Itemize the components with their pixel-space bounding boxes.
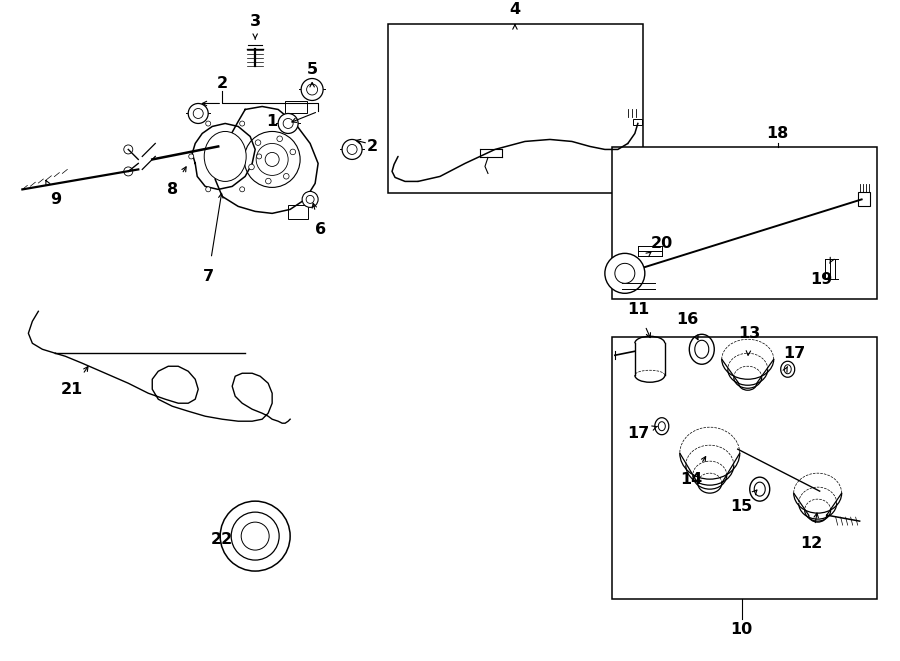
Bar: [612, 337, 877, 599]
Bar: [858, 192, 869, 206]
Text: 19: 19: [811, 272, 832, 287]
Text: 17: 17: [784, 346, 806, 361]
Text: 16: 16: [677, 312, 699, 327]
Text: 2: 2: [217, 76, 228, 91]
Text: 14: 14: [680, 472, 703, 486]
Text: 15: 15: [731, 498, 753, 514]
Text: 7: 7: [202, 269, 214, 284]
Circle shape: [290, 149, 295, 155]
Circle shape: [307, 84, 318, 95]
Bar: [612, 147, 877, 299]
Text: 21: 21: [61, 382, 84, 397]
Circle shape: [244, 132, 300, 188]
Circle shape: [284, 173, 289, 179]
Circle shape: [124, 145, 133, 154]
Text: 13: 13: [739, 326, 760, 341]
Circle shape: [206, 187, 211, 192]
Text: 11: 11: [626, 302, 649, 317]
Circle shape: [278, 114, 298, 134]
Circle shape: [277, 136, 283, 141]
Text: 10: 10: [731, 621, 753, 637]
Circle shape: [188, 104, 208, 124]
Text: 1: 1: [266, 114, 278, 129]
Text: 12: 12: [801, 535, 823, 551]
Circle shape: [256, 143, 288, 175]
Circle shape: [256, 139, 261, 145]
Text: 5: 5: [307, 62, 318, 77]
Circle shape: [302, 79, 323, 100]
Circle shape: [194, 108, 203, 118]
Text: 3: 3: [249, 14, 261, 29]
Circle shape: [124, 167, 133, 176]
Circle shape: [231, 512, 279, 560]
Circle shape: [266, 153, 279, 167]
Circle shape: [306, 196, 314, 204]
Circle shape: [302, 192, 318, 208]
Bar: [633, 120, 642, 126]
Text: 2: 2: [366, 139, 378, 154]
Circle shape: [266, 178, 271, 184]
Circle shape: [206, 121, 211, 126]
Bar: [388, 24, 643, 194]
Circle shape: [241, 522, 269, 550]
Circle shape: [189, 154, 194, 159]
Bar: [288, 206, 308, 219]
Ellipse shape: [204, 132, 247, 181]
Text: 4: 4: [509, 2, 520, 17]
Circle shape: [220, 501, 290, 571]
Text: 6: 6: [314, 222, 326, 237]
Circle shape: [284, 118, 293, 128]
Circle shape: [248, 164, 255, 170]
Circle shape: [239, 187, 245, 192]
Bar: [285, 102, 307, 114]
Text: 8: 8: [166, 182, 178, 197]
Circle shape: [239, 121, 245, 126]
Circle shape: [605, 253, 644, 293]
Circle shape: [615, 263, 634, 284]
Circle shape: [342, 139, 362, 159]
Text: 17: 17: [626, 426, 649, 441]
Text: 9: 9: [50, 192, 61, 207]
Circle shape: [256, 154, 262, 159]
Circle shape: [347, 145, 357, 155]
Text: 20: 20: [651, 236, 673, 251]
Text: 18: 18: [767, 126, 788, 141]
Text: 22: 22: [212, 531, 233, 547]
